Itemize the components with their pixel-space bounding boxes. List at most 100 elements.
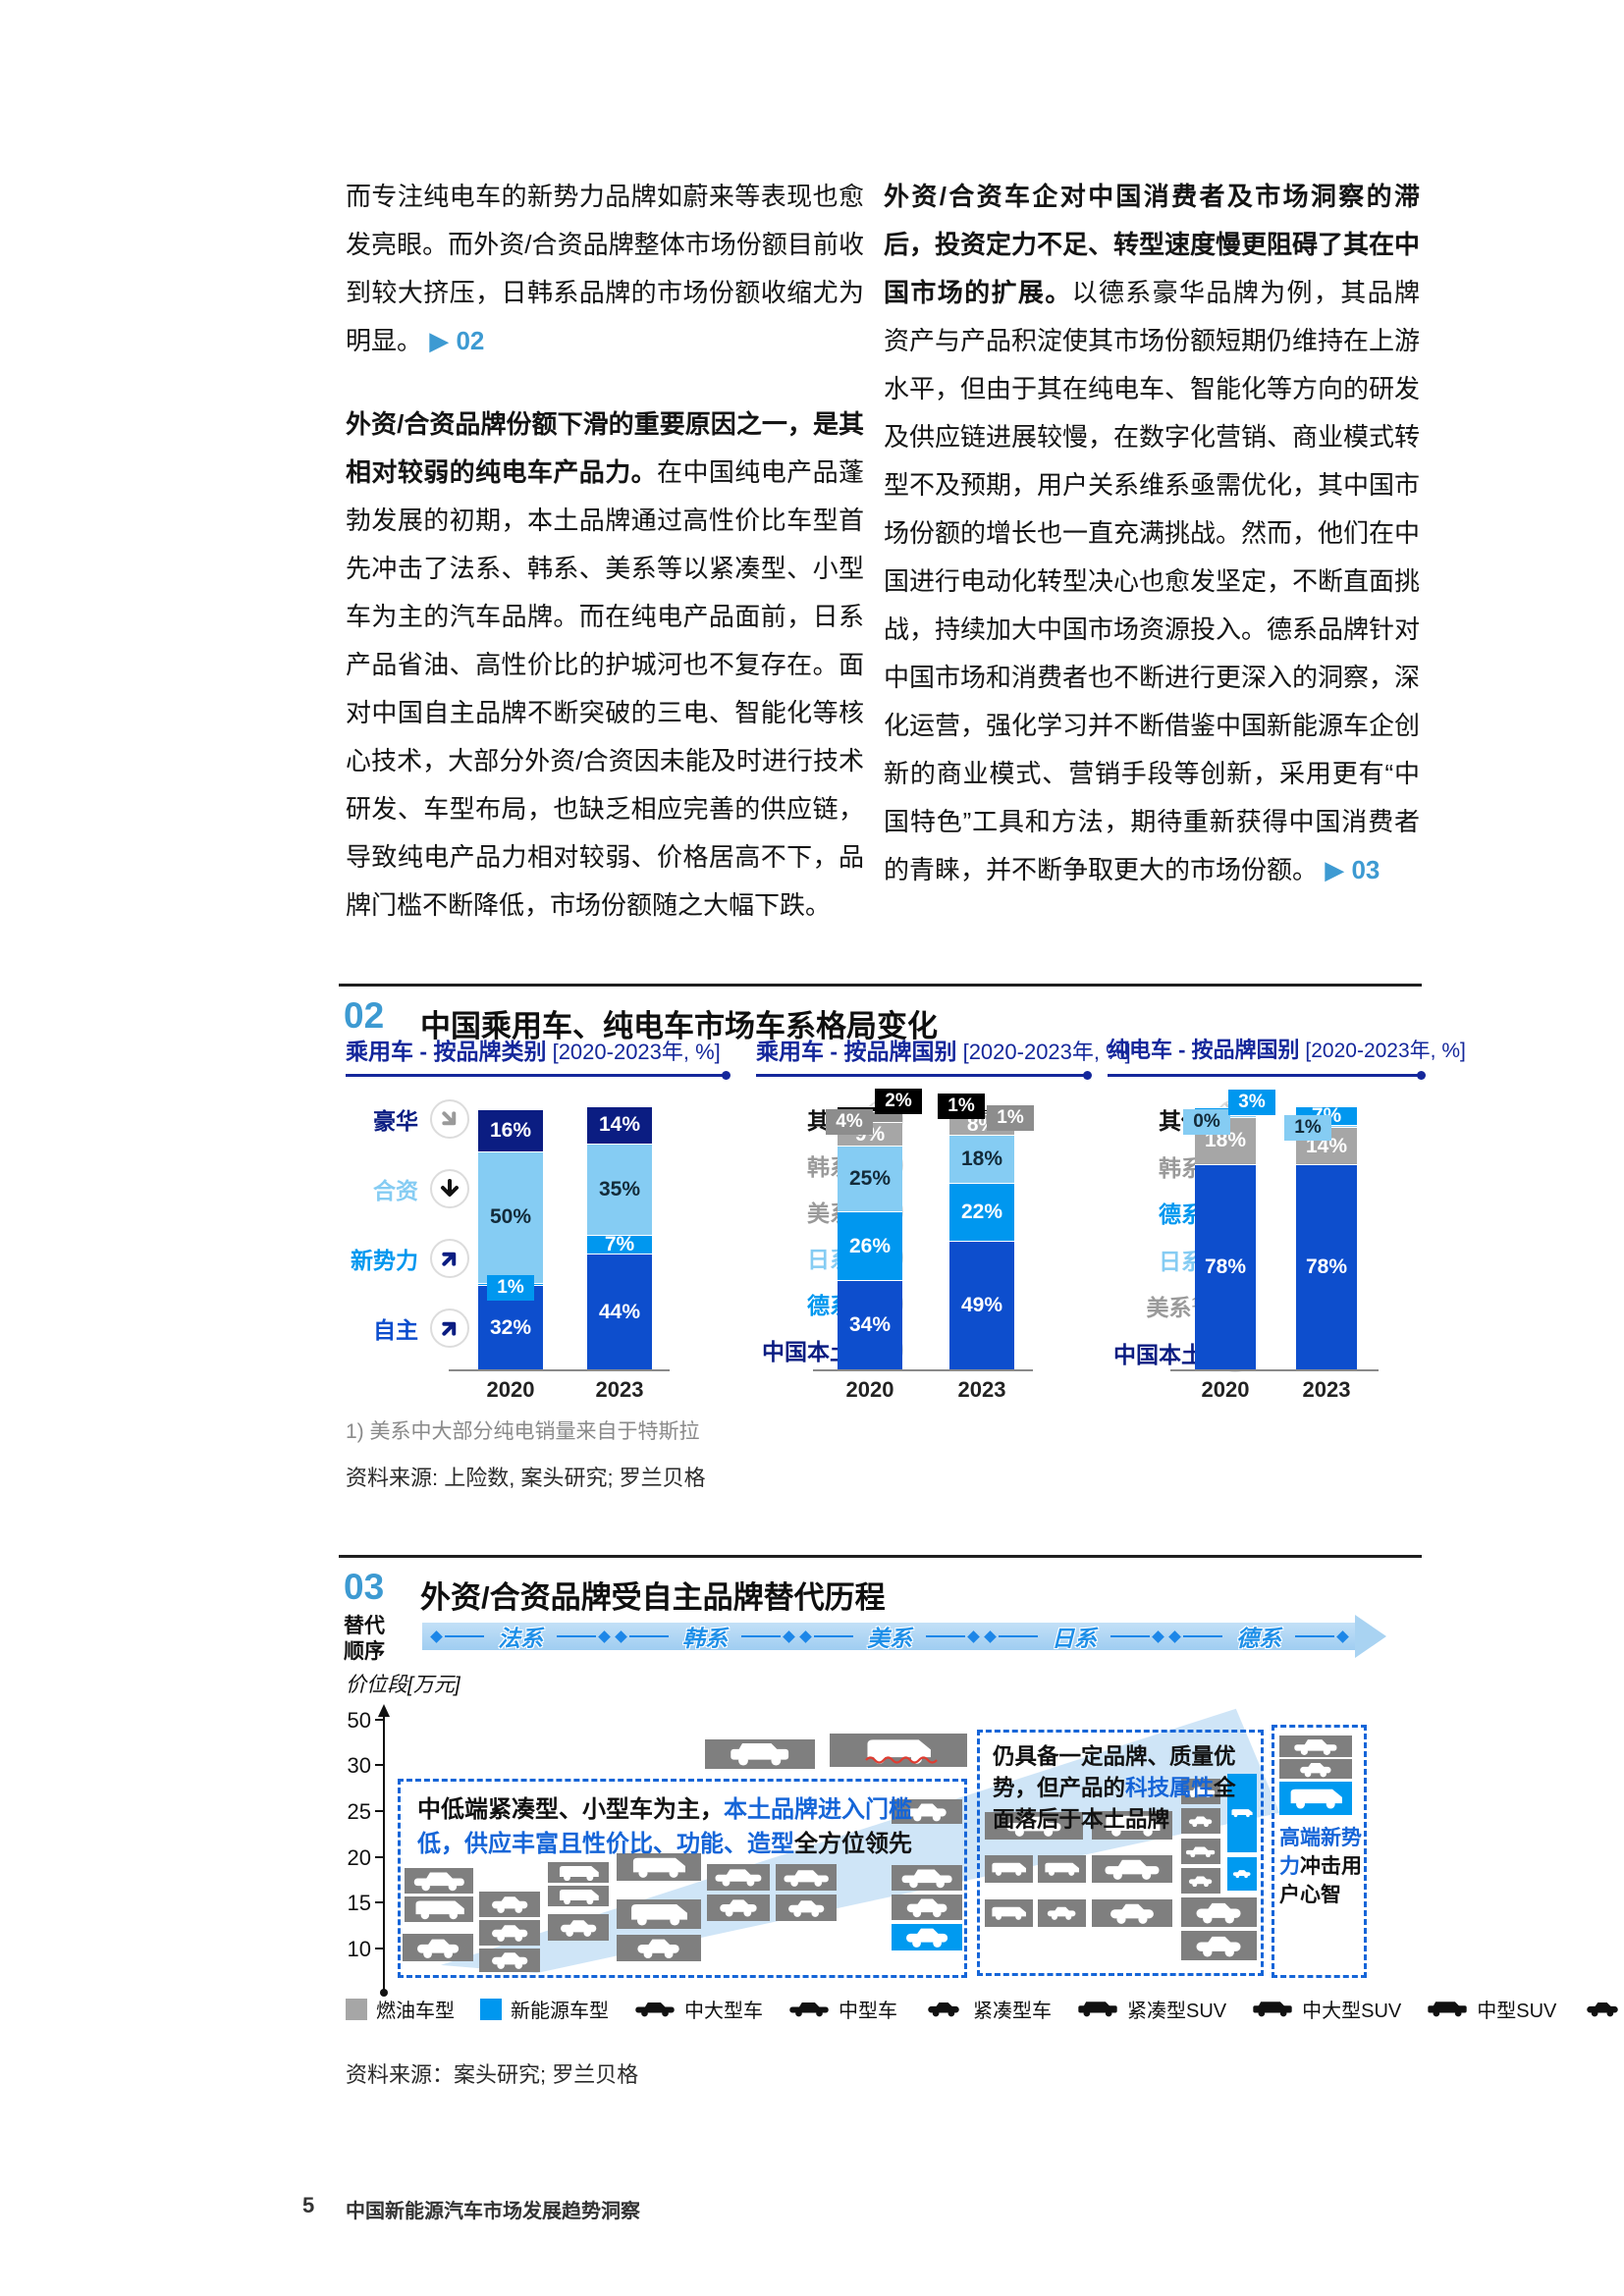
figure-ref-02[interactable]: ▶ 02 bbox=[429, 326, 485, 355]
trend-arrow-ur-icon bbox=[430, 1239, 469, 1278]
vehicle-tile-ice bbox=[985, 1855, 1033, 1883]
annotation-run: 全方位领先 bbox=[794, 1831, 912, 1857]
vehicle-tile-ice bbox=[776, 1864, 837, 1891]
legend-label: 紧凑型SUV bbox=[1127, 2001, 1227, 2022]
y-tick-label-10: 10 bbox=[347, 1937, 371, 1961]
section-03-source: 资料来源：案头研究; 罗兰贝格 bbox=[346, 2062, 639, 2087]
legend-item-自主: 自主 bbox=[346, 1307, 469, 1350]
diamond-icon bbox=[615, 1629, 627, 1643]
segment-line bbox=[741, 1635, 781, 1637]
city-icon bbox=[787, 1899, 825, 1917]
sedan-icon bbox=[1006, 1816, 1061, 1837]
segment-line bbox=[629, 1635, 669, 1637]
origin-label: 韩系 bbox=[682, 1626, 728, 1651]
legend-label: 新能源车型 bbox=[511, 2001, 609, 2022]
annotation-text-low-end: 中低端紧凑型、小型车为主，本土品牌进入门槛低，供应丰富且性价比、功能、造型全方位… bbox=[417, 1792, 949, 1861]
color-swatch bbox=[480, 1998, 502, 2020]
van-icon bbox=[992, 1907, 1027, 1921]
vehicle-tile-ice bbox=[1279, 1735, 1352, 1757]
legend-label: 合资 bbox=[373, 1178, 418, 1203]
bar-segment: 34% bbox=[838, 1279, 902, 1369]
city-icon bbox=[928, 2002, 959, 2017]
bar-value-label: 32% bbox=[489, 1315, 532, 1339]
annotation-run: 仍具备一定品牌、质量优势，但产品的 bbox=[993, 1744, 1236, 1800]
bar-value-label: 34% bbox=[848, 1312, 892, 1336]
x-axis-year-label: 2023 bbox=[1302, 1377, 1351, 1402]
vehicle-tile-ice bbox=[479, 1920, 540, 1946]
chart-panel-bev-by-origin: 纯电车 - 按品牌国别 [2020-2023年, %] 其他韩系德系日系美系1)… bbox=[1108, 1033, 1466, 1425]
intro-right-column: 外资/合资车企对中国消费者及市场洞察的滞后，投资定力不足、转型速度慢更阻碍了其在… bbox=[884, 173, 1420, 894]
y-tick-mark bbox=[375, 1948, 385, 1949]
diamond-icon bbox=[984, 1629, 997, 1643]
y-tick-mark bbox=[375, 1764, 385, 1766]
legend-label: 燃油车型 bbox=[376, 2001, 455, 2022]
vehicle-tile-ice bbox=[1092, 1855, 1172, 1883]
van-icon bbox=[1045, 1863, 1080, 1877]
annotation-run: 本土品牌进入门槛低，供应丰富且性价比、功能、造型 bbox=[417, 1796, 912, 1857]
vehicle-tile-ice bbox=[479, 1949, 540, 1972]
van-icon bbox=[1231, 1809, 1253, 1818]
legend-item-中型SUV: 中型SUV bbox=[1427, 1995, 1556, 2023]
bar-segment: 78% bbox=[1296, 1163, 1357, 1369]
sedan-icon bbox=[1186, 1846, 1216, 1857]
segment-line bbox=[1183, 1635, 1222, 1637]
y-tick-label-25: 25 bbox=[347, 1799, 371, 1824]
red-squiggle-underline bbox=[865, 1756, 938, 1764]
legend-label: 中型车 bbox=[839, 2001, 897, 2022]
vehicle-tile-ice bbox=[985, 1899, 1033, 1927]
bar-segment bbox=[838, 1106, 902, 1112]
y-axis-label: 价位段[万元] bbox=[346, 1674, 460, 1696]
vehicle-tile-ev bbox=[1279, 1782, 1352, 1815]
paragraph: 外资/合资品牌份额下滑的重要原因之一，是其相对较弱的纯电车产品力。在中国纯电产品… bbox=[346, 400, 864, 930]
bar-segment: 14% bbox=[587, 1106, 652, 1144]
annotation-run: 全面落后于本土品牌 bbox=[993, 1776, 1236, 1832]
section-02-title: 中国乘用车、纯电车市场车系格局变化 bbox=[420, 1009, 938, 1043]
y-tick-mark bbox=[375, 1856, 385, 1858]
bar-value-label-box: 2% bbox=[875, 1089, 922, 1114]
vehicle-tile-ice bbox=[405, 1896, 473, 1922]
vehicle-tile-ev bbox=[1227, 1774, 1257, 1852]
bar-value-label: 26% bbox=[848, 1234, 892, 1257]
bar-segment: 22% bbox=[949, 1182, 1014, 1241]
vehicle-tile-ice bbox=[617, 1899, 701, 1929]
city-icon bbox=[560, 1919, 597, 1937]
bar-value-label: 22% bbox=[960, 1200, 1003, 1223]
vehicle-tile-ice bbox=[1279, 1759, 1352, 1779]
color-swatch bbox=[346, 1998, 367, 2020]
vehicle-tile-ice bbox=[548, 1914, 609, 1941]
section-divider bbox=[339, 984, 1422, 987]
page-number: 5 bbox=[302, 2193, 315, 2217]
legend-label: 德系 bbox=[1159, 1201, 1204, 1227]
vehicle-tile-ice bbox=[707, 1895, 770, 1921]
legend-label: 美系1) bbox=[1146, 1294, 1204, 1320]
bar-value-label: 44% bbox=[598, 1300, 641, 1323]
y-tick-label-30: 30 bbox=[347, 1753, 371, 1778]
vehicle-tile-ice bbox=[1181, 1897, 1257, 1927]
legend-label: 日系 bbox=[1159, 1248, 1204, 1274]
segment-line bbox=[926, 1635, 965, 1637]
section-03-title: 外资/合资品牌受自主品牌替代历程 bbox=[420, 1580, 886, 1615]
replacement-sequence-arrow: 法系 韩系 美系 日系 德系 bbox=[422, 1623, 1357, 1651]
x-axis-year-label: 2023 bbox=[957, 1377, 1006, 1402]
van-icon bbox=[633, 1857, 686, 1878]
city-icon bbox=[491, 1952, 528, 1970]
vehicle-tile-ice bbox=[1181, 1839, 1220, 1864]
figure-ref-03[interactable]: ▶ 03 bbox=[1325, 855, 1380, 884]
vehicle-tile-ice bbox=[1092, 1811, 1172, 1840]
underline-dot bbox=[722, 1071, 731, 1080]
van-icon bbox=[1106, 1816, 1161, 1837]
legend-label: 韩系 bbox=[1159, 1154, 1204, 1181]
bar-segment: 7% bbox=[587, 1233, 652, 1255]
trend-arrow-d-icon bbox=[430, 1169, 469, 1208]
annotation-run: 高端新势力 bbox=[1279, 1827, 1362, 1878]
legend-item-中型车: 中型车 bbox=[788, 1995, 897, 2023]
annotation-box-quality bbox=[977, 1730, 1264, 1976]
city-icon bbox=[1300, 1762, 1331, 1777]
bar-value-label-box: 4% bbox=[826, 1109, 873, 1136]
suv-icon bbox=[1253, 2002, 1292, 2017]
section-02-source: 资料来源: 上险数, 案头研究; 罗兰贝格 bbox=[346, 1466, 706, 1490]
city-icon bbox=[906, 1898, 947, 1918]
panel-title-underline bbox=[1108, 1071, 1426, 1080]
bar-segment: 35% bbox=[587, 1143, 652, 1236]
legend-label: 自主 bbox=[373, 1317, 418, 1343]
